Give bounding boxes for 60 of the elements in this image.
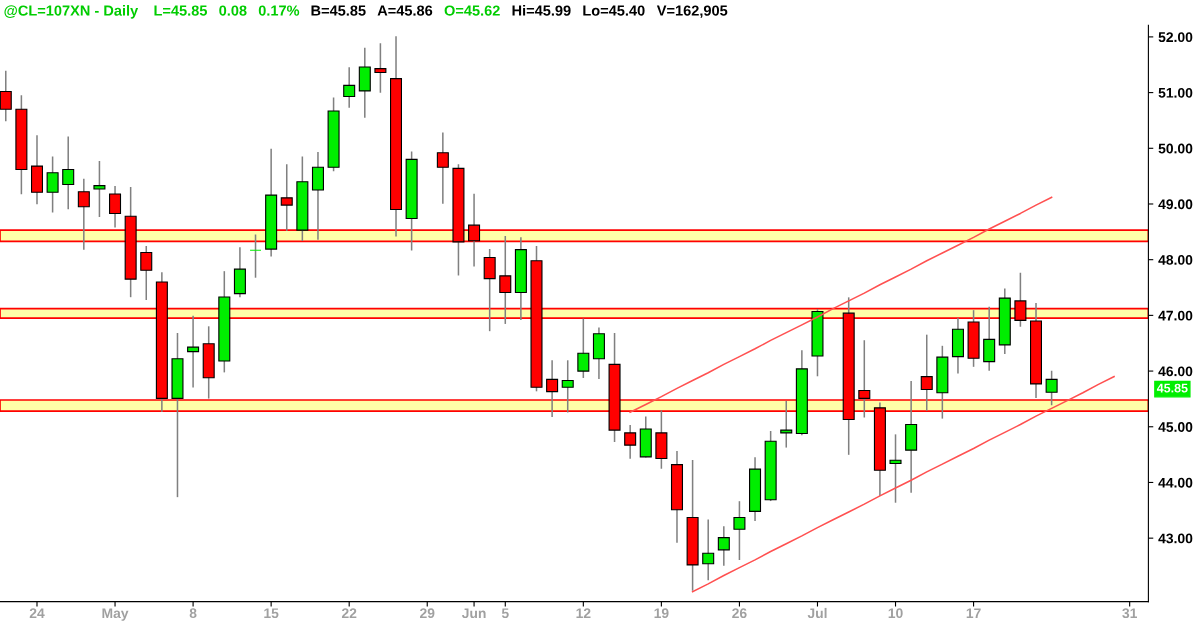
y-tick-label: 52.00 xyxy=(1158,32,1193,43)
candlestick xyxy=(0,70,12,122)
candlestick xyxy=(62,136,75,210)
x-tick-label: 15 xyxy=(264,608,279,619)
y-tick-label: 47.00 xyxy=(1158,310,1193,321)
y-tick-label: 48.00 xyxy=(1158,255,1193,265)
candlestick xyxy=(436,132,449,204)
y-tick-label: 49.00 xyxy=(1158,199,1193,210)
candlestick xyxy=(717,526,730,566)
candlestick xyxy=(311,151,324,240)
candlestick xyxy=(702,519,715,581)
text: 0.17% xyxy=(258,5,300,16)
candlestick xyxy=(561,360,574,413)
text: Lo=45.40 xyxy=(583,5,645,16)
text: V=162,905 xyxy=(656,5,728,18)
x-tick-label: 26 xyxy=(732,608,747,619)
x-tick-label: 17 xyxy=(966,608,981,618)
candlestick xyxy=(343,67,356,108)
x-tick-label: 31 xyxy=(1122,608,1138,619)
chart-title: @CL=107XN - Daily xyxy=(4,5,139,19)
line-series xyxy=(629,196,1053,414)
x-tick-label: 5 xyxy=(501,608,509,619)
x-tick-label: 24 xyxy=(29,608,45,618)
candlestick xyxy=(733,501,746,561)
text: A=45.86 xyxy=(377,5,433,16)
y-tick-label: 50.00 xyxy=(1158,143,1193,154)
candlestick xyxy=(187,315,200,388)
y-tick-label: 43.00 xyxy=(1158,533,1193,544)
y-tick-label: 44.00 xyxy=(1158,477,1193,488)
candlestick xyxy=(983,306,996,371)
text: B=45.85 xyxy=(311,5,366,16)
candlestick xyxy=(624,424,637,459)
text: 0.08 xyxy=(219,5,247,16)
x-tick-label: 22 xyxy=(341,608,357,618)
candlestick xyxy=(140,246,153,300)
line-series xyxy=(691,375,1115,593)
x-tick-label: Jun xyxy=(461,608,486,619)
text: O=45.62 xyxy=(444,5,500,16)
x-tick-label: Jul xyxy=(807,607,827,619)
candlestick xyxy=(374,43,387,93)
text: Hi=45.99 xyxy=(512,5,571,16)
candlestick xyxy=(93,160,106,218)
x-tick-label: 29 xyxy=(419,608,435,619)
y-tick-label: 45.00 xyxy=(1158,422,1193,432)
candlestick xyxy=(249,234,262,278)
candlestick xyxy=(577,318,590,378)
candlestick xyxy=(46,156,59,213)
text: 45.85 xyxy=(1156,383,1188,393)
candlestick xyxy=(780,400,793,448)
candlestick xyxy=(358,47,371,118)
x-tick-label: 8 xyxy=(189,608,197,619)
text: L=45.85 xyxy=(154,5,208,16)
candlestick xyxy=(1045,370,1058,406)
x-tick-label: May xyxy=(102,608,129,621)
x-tick-label: 10 xyxy=(888,608,903,619)
x-tick-label: 12 xyxy=(576,608,591,618)
y-tick-label: 46.00 xyxy=(1158,366,1193,377)
candlestick xyxy=(889,434,902,503)
x-tick-label: 19 xyxy=(654,608,669,619)
y-tick-label: 51.00 xyxy=(1158,87,1193,98)
